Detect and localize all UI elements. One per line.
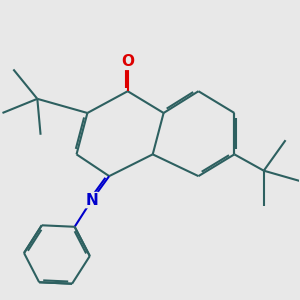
Text: N: N xyxy=(85,193,98,208)
Text: O: O xyxy=(121,54,134,69)
